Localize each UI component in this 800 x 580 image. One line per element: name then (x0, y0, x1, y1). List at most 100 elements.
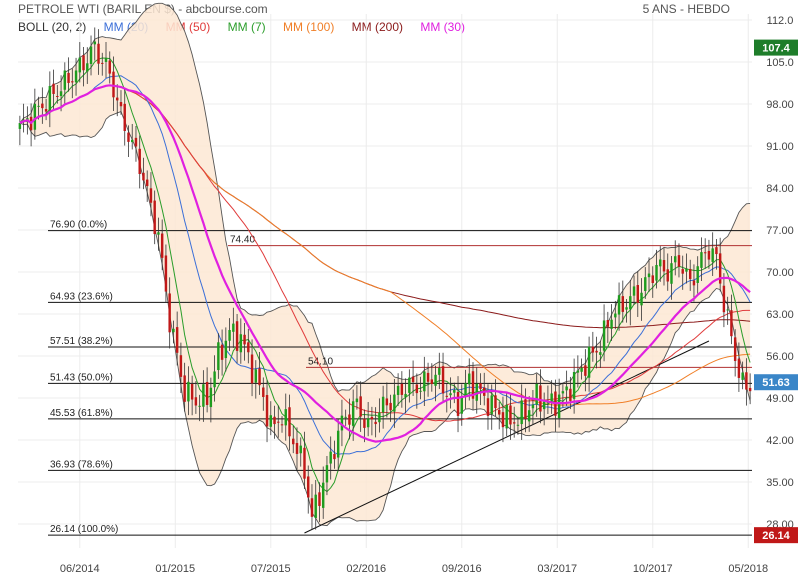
candle-body (745, 372, 748, 390)
candle-body (74, 70, 78, 83)
y-tick-label: 35.00 (766, 477, 794, 489)
candle-body (707, 250, 711, 260)
candle-body (209, 387, 213, 408)
x-tick-label: 07/2015 (251, 563, 291, 575)
candle-body (119, 102, 123, 107)
candle-body (273, 416, 276, 425)
last-price-tag-bg (754, 374, 798, 391)
candle-body (486, 398, 490, 416)
candle-body (509, 405, 512, 425)
candle-body (531, 404, 535, 409)
candle-body (56, 95, 59, 97)
bollinger-upper (19, 2, 751, 392)
candle-body (700, 252, 703, 268)
low-price-tag-bg (754, 527, 798, 544)
legend-mm200: MM (200) (351, 20, 404, 34)
fibonacci-label: 45.53 (61.8%) (50, 408, 113, 419)
candle-body (610, 319, 613, 329)
candle-body (157, 232, 160, 235)
candle-body (733, 337, 737, 361)
y-tick-label: 49.00 (766, 393, 794, 405)
candle-body (494, 395, 497, 409)
candle-body (441, 366, 445, 394)
candle-body (385, 398, 389, 406)
candle-body (576, 370, 580, 373)
candle-body (277, 421, 280, 423)
candle-body (187, 381, 190, 402)
candle-body (542, 401, 546, 410)
x-tick-label: 06/2014 (60, 563, 100, 575)
candle-body (468, 373, 471, 385)
x-tick-label: 03/2017 (537, 563, 577, 575)
candle-body (565, 386, 568, 391)
candle-body (145, 179, 149, 187)
candle-body (104, 58, 108, 62)
candle-body (692, 280, 696, 286)
candle-body (153, 200, 156, 235)
candle-body (258, 368, 261, 386)
candle-body (93, 41, 96, 45)
candle-body (629, 296, 632, 310)
legend-boll: BOLL (20, 2) (18, 20, 87, 34)
candle-body (557, 394, 561, 419)
y-tick-label: 112.0 (767, 15, 794, 27)
candle-body (479, 383, 482, 390)
candle-body (359, 396, 362, 417)
chart-title: PETROLE WTI (BARIL EN $) - abcbourse.com (18, 2, 268, 16)
candle-body (602, 320, 606, 351)
candle-body (288, 407, 291, 437)
candle-body (59, 91, 63, 97)
candle-body (292, 438, 295, 445)
candle-body (348, 414, 351, 425)
candle-body (198, 405, 201, 407)
candle-body (408, 377, 411, 393)
candle-body (220, 344, 224, 360)
candle-body (254, 369, 258, 383)
candle-body (344, 416, 347, 418)
candle-body (561, 391, 565, 394)
candle-body (396, 385, 400, 395)
candle-body (318, 492, 321, 506)
high-price-tag: 107.4 (762, 43, 790, 55)
candle-body (239, 334, 243, 353)
fibonacci-label: 64.93 (23.6%) (50, 291, 113, 302)
ma-50-line (19, 84, 751, 422)
candle-body (228, 330, 231, 341)
y-tick-label: 98.00 (766, 99, 794, 111)
candle-body (97, 43, 100, 64)
candle-body (310, 498, 314, 517)
candle-body (333, 454, 336, 460)
y-tick-label: 70.00 (766, 267, 794, 279)
candle-body (449, 393, 452, 396)
candle-body (625, 307, 628, 310)
candle-body (505, 404, 508, 429)
candle-body (527, 410, 531, 422)
candle-body (662, 260, 666, 272)
candle-body (243, 334, 246, 345)
candle-body (336, 430, 340, 458)
candle-body (674, 256, 677, 263)
support-trendline (304, 340, 710, 534)
y-tick-label: 77.00 (766, 225, 794, 237)
candle-body (37, 105, 40, 107)
legend-mm30: MM (30) (420, 20, 466, 34)
candle-body (175, 327, 179, 353)
candle-body (183, 375, 186, 402)
candle-body (655, 264, 658, 281)
candle-body (329, 451, 332, 464)
candle-body (520, 400, 523, 425)
candle-body (569, 388, 572, 402)
candle-body (595, 350, 598, 353)
x-tick-label: 02/2016 (346, 563, 386, 575)
high-price-tag-bg (754, 39, 798, 56)
candle-body (41, 103, 44, 109)
candle-body (722, 285, 726, 313)
candle-body (584, 365, 587, 376)
candle-body (512, 422, 516, 424)
candle-body (307, 476, 310, 498)
candle-body (232, 323, 235, 332)
candle-body (247, 342, 250, 353)
candle-body (666, 269, 669, 282)
candle-body (321, 482, 325, 508)
candle-body (134, 137, 138, 147)
